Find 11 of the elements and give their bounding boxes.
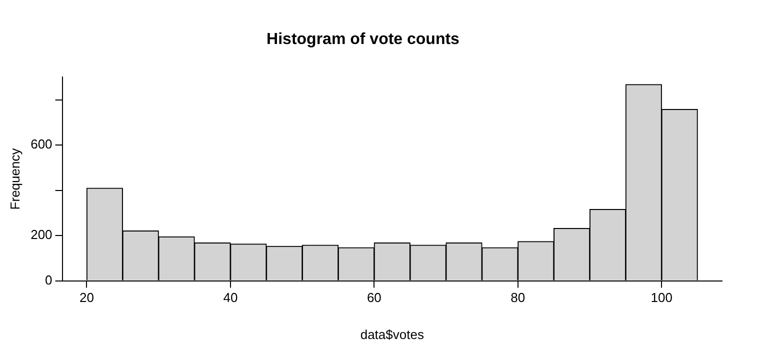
x-tick-label: 40: [223, 290, 238, 306]
x-axis-title: data$votes: [360, 326, 424, 342]
x-tick-label: 20: [79, 290, 94, 306]
x-tick-label: 80: [510, 290, 526, 306]
y-tick-label: 200: [30, 227, 52, 242]
y-tick-label: 0: [45, 272, 52, 288]
y-axis-title: Frequency: [7, 148, 22, 210]
chart-title: Histogram of vote counts: [266, 31, 460, 48]
x-tick-label: 100: [650, 290, 672, 306]
y-tick-label: 600: [30, 136, 52, 152]
x-tick-label: 60: [366, 290, 382, 306]
